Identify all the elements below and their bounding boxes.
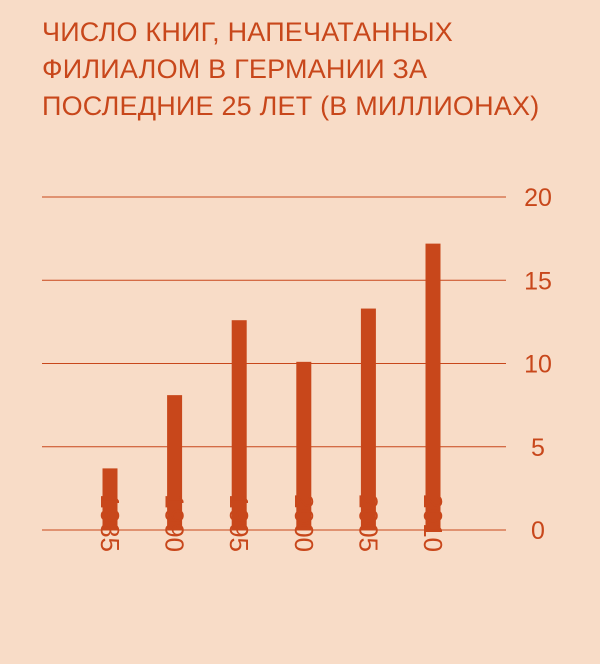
x-tick-label: 1995 xyxy=(224,494,254,552)
x-axis-ticks: 1985 1990 1995 2000 2005 2010 xyxy=(95,494,448,552)
x-tick-label: 1985 xyxy=(95,494,125,552)
bar-2010 xyxy=(425,243,441,530)
bar-2000 xyxy=(296,361,312,530)
bar-2005 xyxy=(360,308,376,530)
x-tick-label: 2000 xyxy=(289,494,319,552)
chart-title-line-2: ФИЛИАЛОМ В ГЕРМАНИИ ЗА xyxy=(42,54,428,84)
chart-title-line-1: ЧИСЛО КНИГ, НАПЕЧАТАННЫХ xyxy=(42,17,454,47)
y-tick-label: 0 xyxy=(531,517,545,545)
chart-title: ЧИСЛО КНИГ, НАПЕЧАТАННЫХ ФИЛИАЛОМ В ГЕРМ… xyxy=(42,14,582,125)
y-axis-ticks: 0 5 10 15 20 xyxy=(524,184,552,545)
y-tick-label: 5 xyxy=(531,434,545,462)
x-tick-label: 2005 xyxy=(353,494,383,552)
x-tick-label: 1990 xyxy=(160,494,190,552)
y-tick-label: 10 xyxy=(524,351,552,379)
x-tick-label: 2010 xyxy=(418,494,448,552)
y-tick-label: 15 xyxy=(524,267,552,295)
bar-1995 xyxy=(231,320,247,530)
bars xyxy=(102,243,441,530)
bar-1985 xyxy=(102,468,118,530)
y-tick-label: 20 xyxy=(524,184,552,212)
chart-title-line-3: ПОСЛЕДНИЕ 25 ЛЕТ (В МИЛЛИОНАХ) xyxy=(42,91,540,121)
bar-1990 xyxy=(167,395,183,530)
